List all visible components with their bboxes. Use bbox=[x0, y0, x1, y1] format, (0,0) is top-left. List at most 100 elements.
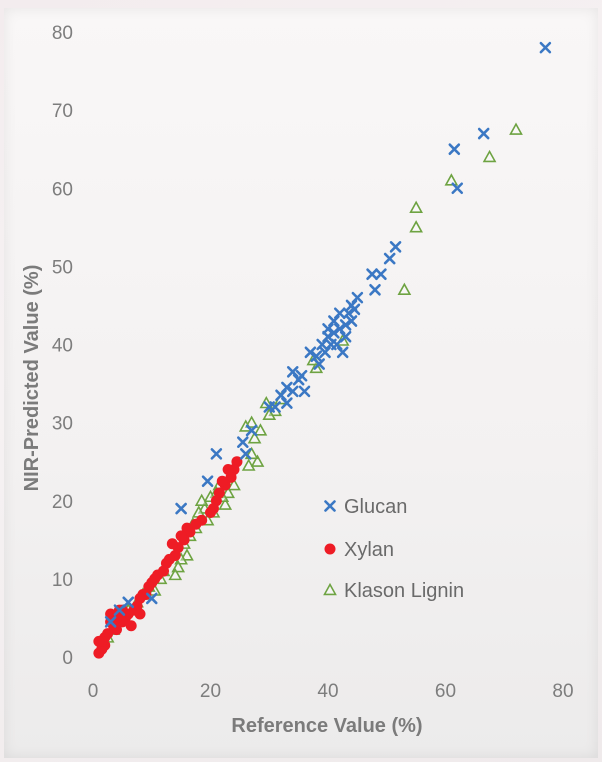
data-point bbox=[158, 565, 169, 577]
x-tick-label: 60 bbox=[435, 681, 456, 702]
x-tick-label: 20 bbox=[200, 681, 221, 702]
data-point bbox=[221, 485, 235, 499]
data-point bbox=[262, 407, 277, 421]
data-point bbox=[166, 538, 178, 550]
legend-marker bbox=[324, 543, 336, 555]
data-point bbox=[339, 319, 352, 331]
legend-marker bbox=[324, 500, 336, 512]
data-point bbox=[389, 241, 402, 253]
data-point bbox=[319, 346, 331, 359]
data-point bbox=[333, 307, 346, 320]
data-point bbox=[241, 458, 256, 471]
data-point bbox=[239, 448, 252, 460]
data-point bbox=[180, 548, 194, 561]
data-point bbox=[216, 475, 228, 487]
data-point bbox=[245, 424, 258, 437]
x-tick-label: 80 bbox=[552, 681, 573, 702]
data-point bbox=[336, 346, 349, 359]
data-point bbox=[134, 608, 146, 620]
data-point bbox=[190, 518, 202, 530]
data-point bbox=[328, 315, 340, 327]
data-point bbox=[366, 268, 378, 280]
y-tick-label: 60 bbox=[52, 179, 73, 200]
y-tick-label: 50 bbox=[52, 257, 73, 278]
data-point bbox=[93, 647, 105, 659]
data-point bbox=[316, 338, 328, 351]
y-tick-labels: 0 10 20 30 40 50 60 70 80 bbox=[52, 23, 73, 669]
y-tick-label: 70 bbox=[52, 101, 73, 122]
legend-label: Glucan bbox=[344, 496, 407, 518]
y-tick-label: 40 bbox=[52, 336, 73, 357]
data-point bbox=[322, 330, 334, 343]
data-point bbox=[292, 373, 305, 386]
x-tick-labels: 0 20 40 60 80 bbox=[88, 681, 574, 702]
data-point bbox=[175, 502, 187, 515]
data-point bbox=[253, 423, 268, 436]
data-point bbox=[275, 389, 287, 402]
data-point bbox=[409, 200, 423, 213]
plot-area bbox=[93, 41, 552, 659]
y-tick-label: 80 bbox=[52, 23, 73, 44]
x-tick-label: 0 bbox=[88, 681, 99, 702]
data-point bbox=[369, 284, 381, 296]
data-point bbox=[263, 401, 276, 413]
y-tick-label: 20 bbox=[52, 492, 73, 513]
data-point bbox=[351, 291, 364, 304]
data-point bbox=[222, 464, 234, 475]
data-point bbox=[105, 608, 117, 620]
data-point bbox=[247, 431, 262, 444]
legend-label: Klason Lignin bbox=[344, 580, 464, 602]
data-point bbox=[181, 522, 193, 534]
data-point bbox=[168, 567, 183, 581]
legend-item: Glucan bbox=[324, 496, 407, 518]
data-point bbox=[477, 127, 490, 140]
data-point bbox=[397, 282, 412, 296]
data-point bbox=[281, 397, 293, 409]
data-point bbox=[218, 497, 233, 510]
data-point bbox=[482, 149, 497, 163]
data-point bbox=[175, 530, 187, 542]
legend-item: Xylan bbox=[324, 539, 394, 561]
series-glucan bbox=[104, 41, 552, 628]
data-point bbox=[210, 448, 223, 460]
data-point bbox=[375, 268, 387, 280]
data-point bbox=[409, 220, 423, 233]
data-point bbox=[345, 299, 358, 312]
data-point bbox=[201, 475, 214, 488]
y-axis-label: NIR-Predicted Value (%) bbox=[21, 265, 43, 492]
legend: Glucan Xylan Klason Lignin bbox=[323, 496, 464, 602]
data-point bbox=[342, 307, 355, 320]
data-point bbox=[194, 493, 209, 506]
data-point bbox=[286, 385, 299, 398]
data-point bbox=[444, 173, 459, 186]
data-point bbox=[310, 350, 323, 363]
data-point bbox=[244, 415, 259, 428]
data-point bbox=[539, 41, 552, 54]
x-tick-label: 40 bbox=[317, 681, 338, 702]
data-point bbox=[227, 477, 241, 491]
data-point bbox=[145, 592, 158, 605]
series-xylan bbox=[93, 456, 243, 659]
data-point bbox=[339, 330, 352, 343]
data-point bbox=[93, 635, 105, 647]
data-point bbox=[104, 616, 117, 628]
legend-label: Xylan bbox=[344, 539, 394, 561]
legend-marker bbox=[323, 582, 337, 596]
data-point bbox=[125, 620, 137, 632]
data-point bbox=[237, 436, 249, 448]
data-point bbox=[250, 454, 265, 467]
legend-item: Klason Lignin bbox=[323, 580, 464, 602]
data-point bbox=[304, 346, 317, 359]
data-point bbox=[333, 323, 346, 335]
y-tick-label: 0 bbox=[62, 648, 73, 669]
data-point bbox=[448, 143, 461, 155]
data-point bbox=[205, 506, 216, 518]
data-point bbox=[298, 385, 311, 398]
data-point bbox=[313, 358, 325, 370]
data-point bbox=[451, 182, 464, 195]
data-point bbox=[509, 122, 523, 135]
data-point bbox=[383, 252, 396, 265]
data-point bbox=[325, 338, 337, 351]
data-point bbox=[122, 596, 135, 609]
